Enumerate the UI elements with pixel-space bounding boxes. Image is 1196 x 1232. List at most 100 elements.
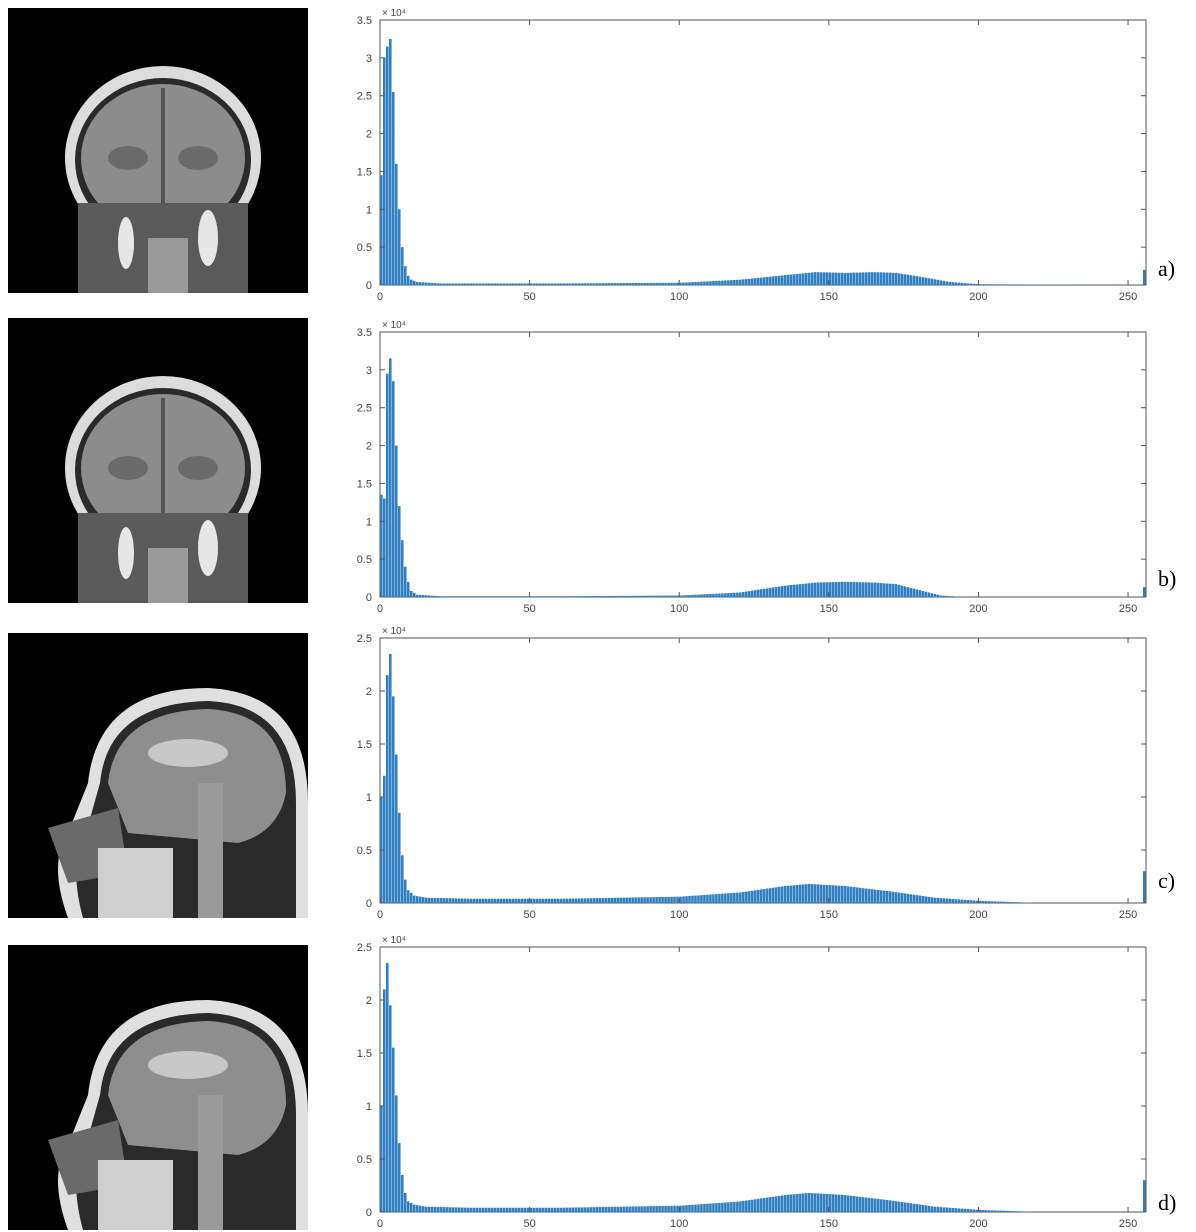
- histogram-bar: [571, 898, 575, 903]
- histogram-bar: [616, 595, 619, 597]
- histogram-bar: [807, 1192, 811, 1212]
- histogram-bar: [646, 1206, 649, 1212]
- histogram-bar: [996, 1210, 999, 1212]
- histogram-bar: [508, 283, 512, 285]
- histogram-bar: [655, 282, 658, 285]
- histogram-bar: [804, 583, 808, 597]
- histogram-bar: [661, 282, 664, 285]
- histogram-bar: [987, 1210, 991, 1212]
- histogram-bar: [493, 1207, 497, 1212]
- histogram-bar: [463, 596, 467, 597]
- histogram-bar: [739, 279, 742, 285]
- histogram-bar: [421, 1206, 425, 1212]
- histogram-bar: [568, 596, 572, 597]
- histogram-bar: [795, 584, 799, 597]
- histogram-bar: [888, 1200, 892, 1212]
- y-tick-label: 1: [366, 792, 372, 804]
- sagittal-mri-picture: [48, 688, 308, 918]
- plot-frame: [379, 331, 1147, 598]
- histogram-d: 0 50 100 150 200 250 0 0.5 1 1.5 2 2.5 × 10⁴: [320, 927, 1196, 1232]
- x-tick-label: 200: [969, 603, 987, 615]
- histogram-bar: [598, 595, 602, 597]
- histogram-bar: [697, 895, 700, 903]
- histogram-bar: [822, 272, 826, 285]
- histogram-bar: [891, 583, 895, 597]
- histogram-bar: [1014, 1211, 1017, 1212]
- histogram-bar: [601, 898, 605, 903]
- histogram-bar: [834, 1194, 838, 1212]
- histogram-bar: [771, 1196, 775, 1212]
- histogram-bar: [891, 272, 895, 285]
- histogram-bar: [969, 283, 973, 285]
- histogram-bar: [768, 587, 772, 597]
- histogram-bar: [858, 1196, 862, 1212]
- histogram-bar: [828, 272, 832, 285]
- x-tick-label: 0: [377, 603, 383, 615]
- histogram-bar: [583, 898, 587, 903]
- histogram-bar: [670, 282, 673, 285]
- histogram-bar: [550, 283, 554, 285]
- histogram-bar: [795, 273, 799, 285]
- histogram-bar: [484, 898, 488, 903]
- histogram-bar: [466, 898, 470, 903]
- histogram-bar: [933, 593, 937, 597]
- histogram-bar: [526, 596, 530, 597]
- histogram-bar: [852, 887, 856, 903]
- histogram-bar: [508, 596, 512, 597]
- histogram-bar: [490, 1207, 494, 1212]
- histogram-bar: [631, 897, 634, 903]
- y-tick-label: 2.5: [357, 633, 372, 645]
- histogram-bar: [951, 596, 955, 597]
- histogram-bar: [963, 899, 967, 903]
- histogram-bar: [754, 1199, 757, 1212]
- histogram-bar: [921, 590, 925, 597]
- histogram-bar: [664, 595, 667, 597]
- coronal-mri-picture: [65, 376, 261, 603]
- histogram-bar: [1020, 1211, 1023, 1212]
- histogram-bar: [667, 282, 670, 285]
- x-tick-label: 50: [523, 1218, 535, 1230]
- histogram-bar: [490, 596, 494, 597]
- histogram-bar: [822, 582, 826, 597]
- histogram-bar: [427, 897, 431, 903]
- histogram-bar: [628, 595, 631, 597]
- y-tick-label: 3: [366, 53, 372, 65]
- histogram-bar: [463, 283, 467, 285]
- histogram-bar: [739, 592, 742, 597]
- histogram-bar: [589, 596, 593, 597]
- histogram-bar: [742, 891, 745, 903]
- histogram-bar: [544, 596, 548, 597]
- histogram-bar: [981, 900, 985, 903]
- y-tick-label: 2.5: [357, 91, 372, 103]
- histogram-bar: [538, 283, 542, 285]
- histogram-bar: [652, 897, 655, 903]
- histogram-chart: 0 50 100 150 200 250 0 0.5 1 1.5 2 2.5 × 10⁴: [357, 935, 1147, 1230]
- histogram-bar: [535, 1207, 539, 1212]
- y-exponent-label: × 10⁴: [382, 935, 406, 946]
- histogram-bar: [891, 891, 895, 903]
- histogram-bar: [981, 284, 985, 285]
- histogram-bar: [649, 897, 652, 903]
- histogram-bar: [1008, 284, 1011, 285]
- histogram-bar: [460, 283, 464, 285]
- histogram-bar: [670, 1205, 673, 1212]
- histogram-bar: [457, 283, 461, 285]
- histogram-bar: [385, 373, 389, 597]
- y-exponent-label: × 10⁴: [382, 8, 406, 19]
- histogram-bar: [765, 1197, 769, 1212]
- histogram-bar: [682, 1205, 685, 1212]
- y-tick-label: 2: [366, 995, 372, 1007]
- histogram-bar: [655, 897, 658, 903]
- histogram-bar: [598, 898, 602, 903]
- histogram-bar: [936, 897, 940, 903]
- histogram-bar: [1011, 1211, 1014, 1212]
- histogram-bar: [792, 885, 796, 903]
- histogram-bar: [412, 1204, 416, 1212]
- histogram-bar: [760, 589, 763, 597]
- y-tick-label: 0: [366, 280, 372, 292]
- histogram-bar: [885, 890, 889, 903]
- histogram-bar: [415, 594, 419, 597]
- histogram-bar: [541, 1207, 545, 1212]
- histogram-bar: [697, 1204, 700, 1212]
- histogram-bar: [622, 595, 625, 597]
